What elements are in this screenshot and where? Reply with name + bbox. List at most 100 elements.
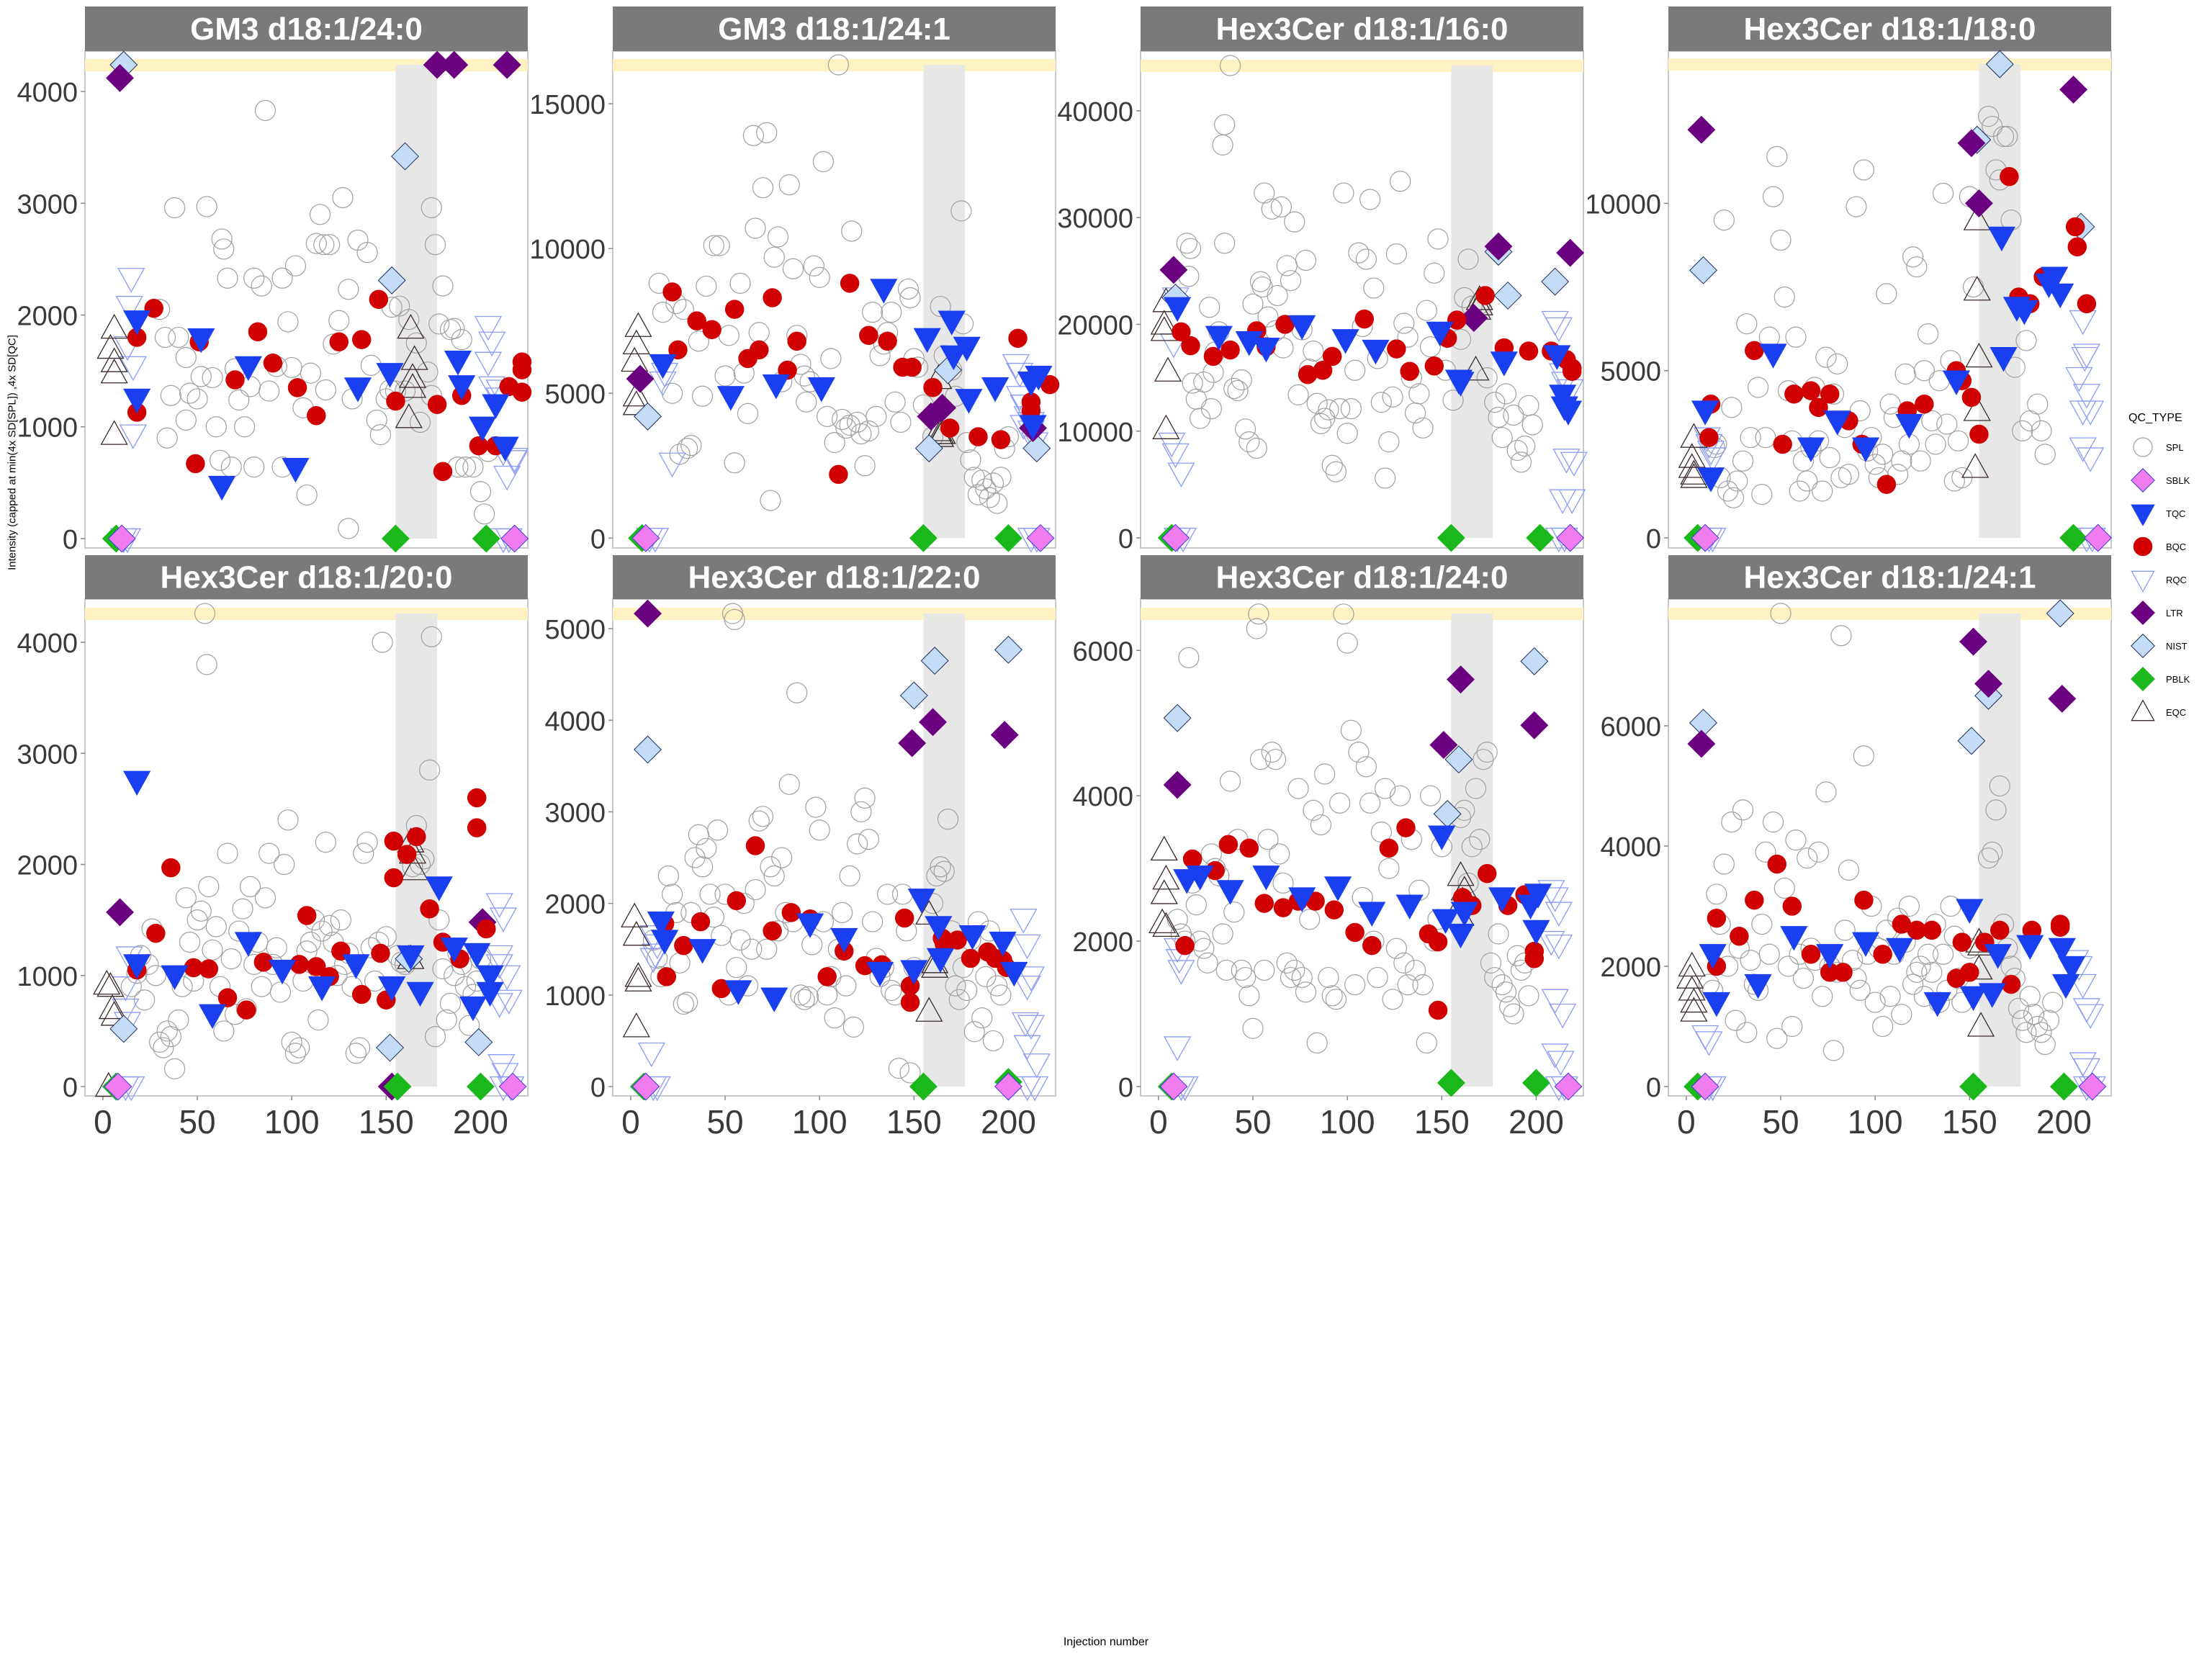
point-bqc — [199, 959, 219, 979]
point-spl — [1234, 966, 1256, 989]
legend-marker — [2131, 504, 2155, 526]
point-spl — [767, 226, 789, 248]
point-spl — [1985, 799, 2007, 821]
point-spl — [1732, 450, 1754, 472]
point-spl — [419, 759, 441, 781]
point-spl — [866, 405, 887, 428]
point-tqc — [1699, 944, 1727, 969]
point-rqc — [1013, 1035, 1041, 1061]
point-rqc — [2077, 447, 2105, 472]
legend-triangle-down-icon — [2131, 504, 2155, 526]
point-spl — [729, 929, 751, 951]
point-spl — [854, 787, 876, 809]
point-spl — [1766, 1028, 1788, 1049]
point-spl — [1506, 439, 1528, 462]
point-spl — [2031, 1022, 2052, 1043]
point-bqc — [297, 906, 317, 925]
point-bqc — [1400, 361, 1419, 381]
point-spl — [858, 420, 879, 442]
point-spl — [926, 865, 948, 887]
point-bqc — [1707, 908, 1727, 928]
point-spl — [803, 255, 824, 276]
point-spl — [417, 361, 439, 383]
point-spl — [937, 809, 959, 830]
point-spl — [202, 367, 223, 389]
panel-strip — [1141, 555, 1583, 599]
point-spl — [1465, 778, 1487, 799]
point-tqc — [647, 911, 675, 937]
point-spl — [1215, 959, 1237, 981]
point-spl — [202, 939, 223, 961]
point-spl — [1267, 284, 1288, 307]
point-bqc — [1313, 360, 1333, 380]
point-bqc — [1876, 475, 1897, 494]
point-spl — [1503, 404, 1524, 426]
legend-circle-open-icon — [2133, 437, 2153, 457]
point-spl — [266, 937, 287, 958]
point-spl — [1484, 392, 1506, 413]
point-spl — [1495, 981, 1517, 1003]
point-tqc — [1702, 992, 1730, 1017]
point-bqc — [384, 831, 404, 851]
point-spl — [1442, 390, 1464, 411]
point-rqc — [119, 356, 147, 382]
point-sblk — [1159, 1072, 1188, 1101]
point-spl — [1755, 427, 1776, 449]
point-spl — [469, 481, 492, 503]
point-spl — [778, 174, 800, 196]
point-rqc — [485, 993, 513, 1018]
point-tqc — [308, 976, 336, 1002]
point-spl — [1906, 961, 1928, 983]
point-spl — [234, 416, 256, 438]
point-bqc — [1524, 949, 1545, 968]
panel-background — [1668, 50, 2112, 549]
point-bqc — [329, 332, 349, 352]
point-spl — [1199, 297, 1220, 318]
point-spl — [1363, 277, 1385, 299]
point-rqc — [485, 945, 513, 971]
point-spl — [1333, 182, 1354, 204]
point-tqc — [440, 938, 468, 963]
point-sblk — [994, 1072, 1022, 1101]
point-bqc — [2000, 166, 2019, 186]
point-spl — [1325, 461, 1347, 482]
point-rqc — [1164, 1036, 1192, 1061]
point-spl — [1758, 943, 1780, 965]
point-spl — [1822, 1040, 1845, 1061]
point-spl — [986, 975, 1008, 997]
point-tqc — [796, 913, 824, 938]
point-bqc — [1960, 963, 1979, 982]
point-spl — [1219, 55, 1241, 76]
point-spl — [1740, 950, 1761, 971]
point-spl — [156, 427, 178, 449]
point-spl — [198, 876, 220, 897]
point-bqc — [763, 921, 782, 941]
point-spl — [1375, 778, 1396, 799]
point-rqc — [1002, 354, 1030, 379]
point-bqc — [1322, 346, 1342, 367]
point-spl — [1777, 956, 1799, 977]
point-bqc — [1745, 890, 1764, 910]
point-pblk — [1959, 1072, 1988, 1101]
point-spl — [673, 993, 694, 1015]
point-pblk — [1437, 523, 1465, 552]
point-rqc — [2077, 1004, 2105, 1030]
point-tqc — [981, 377, 1010, 403]
point-bqc — [662, 282, 682, 302]
y-tick-label: 2000 — [1600, 953, 1661, 983]
point-bqc — [2077, 294, 2097, 314]
point-spl — [356, 241, 378, 264]
x-tick-label: 0 — [94, 1103, 112, 1141]
point-spl — [251, 275, 272, 297]
point-spl — [1491, 427, 1513, 449]
point-pblk — [466, 1072, 495, 1101]
panel-background — [612, 598, 1056, 1097]
point-bqc — [397, 845, 417, 864]
point-spl — [1370, 392, 1392, 413]
point-spl — [742, 125, 764, 146]
point-nist — [2046, 599, 2074, 628]
point-spl — [1355, 756, 1377, 778]
point-spl — [330, 909, 351, 931]
point-bqc — [1181, 336, 1200, 356]
point-spl — [786, 682, 808, 703]
